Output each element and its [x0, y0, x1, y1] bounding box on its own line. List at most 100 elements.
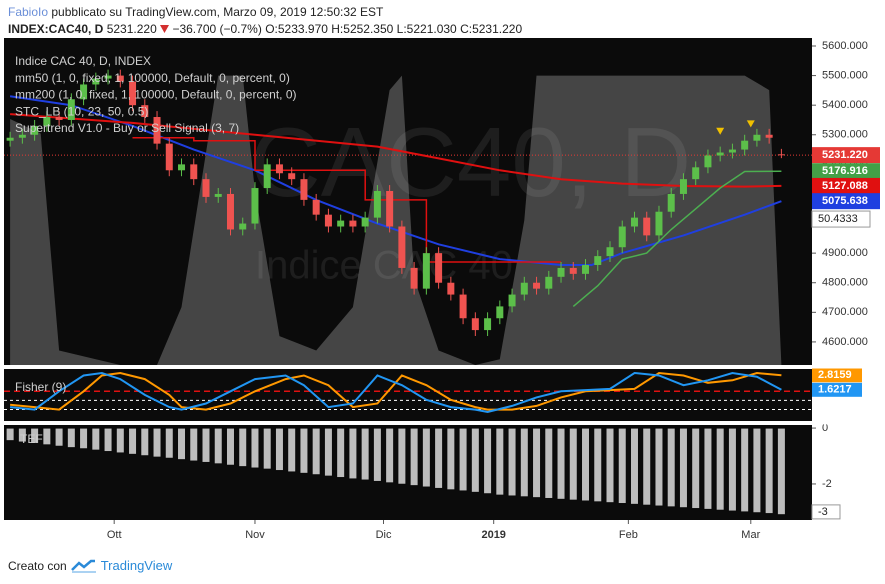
tef-pane — [4, 425, 812, 520]
legend-entry: mm200 (1, 0, fixed, 1, 100000, Default, … — [15, 88, 297, 102]
value-tag-label: 1.6217 — [818, 384, 852, 396]
y-tick-label: -2 — [822, 478, 832, 490]
down-arrow — [160, 25, 170, 33]
tef-bar — [225, 427, 235, 466]
price-tag-label: 5176.916 — [822, 165, 868, 177]
tef-bar — [372, 427, 382, 482]
candle-body — [31, 125, 39, 135]
candle-body — [496, 306, 504, 319]
candle-body — [337, 220, 345, 227]
stc-tag — [811, 210, 871, 228]
candle-body — [435, 253, 443, 283]
candle-body — [239, 223, 247, 230]
tef-bar — [519, 427, 529, 498]
tef-bar — [299, 427, 309, 474]
candle-body — [557, 267, 565, 277]
candle-body — [459, 294, 467, 319]
y-tick-label: 5500.000 — [822, 69, 868, 81]
tef-bar — [17, 427, 27, 443]
tef-bar — [556, 427, 566, 500]
candle-body — [251, 188, 259, 224]
value-tag-label: 2.8159 — [818, 369, 852, 381]
candle-body — [129, 81, 137, 106]
tef-bar — [91, 427, 101, 451]
tef-bar — [213, 427, 223, 465]
change: −36.700 (−0.7%) — [172, 22, 262, 36]
tef-bar — [642, 427, 652, 506]
y-tick-label: 0 — [822, 422, 828, 434]
brand[interactable]: TradingView — [100, 558, 173, 573]
price-tag-label: 5231.220 — [822, 149, 868, 161]
tef-bar — [446, 427, 456, 491]
tef-bar — [287, 427, 297, 473]
candle-body — [422, 253, 430, 289]
tef-bar — [703, 427, 713, 510]
candle-body — [582, 264, 590, 274]
candle-body — [594, 256, 602, 265]
candle-body — [300, 179, 308, 200]
candle-body — [398, 226, 406, 268]
tef-bar — [140, 427, 150, 457]
candle-body — [704, 155, 712, 168]
author[interactable]: FabioIo — [8, 5, 49, 19]
tef-bar — [617, 427, 627, 505]
y-tick-label: 4800.000 — [822, 277, 868, 289]
tef-bar — [581, 427, 591, 502]
tef-bar — [715, 427, 725, 511]
tef-bar — [458, 427, 468, 492]
candle-body — [630, 217, 638, 227]
tef-bar — [30, 427, 40, 444]
tef-bar — [115, 427, 125, 454]
tef-bar — [79, 427, 89, 450]
tef-bar — [740, 427, 750, 513]
tef-bar — [128, 427, 138, 455]
candle-body — [655, 211, 663, 236]
tef-bar — [532, 427, 542, 499]
y-tick-label: 5600.000 — [822, 40, 868, 52]
legend-entry: Supertrend V1.0 - Buy or Sell Signal (3,… — [15, 121, 239, 135]
tef-bar — [568, 427, 578, 501]
value-tag — [812, 368, 862, 383]
candle-body — [643, 217, 651, 236]
candle-body — [741, 140, 749, 150]
price-tag-label: 5075.638 — [822, 195, 868, 207]
price-tag — [812, 193, 880, 210]
x-tick-label: Ott — [107, 529, 122, 541]
tef-bar — [544, 427, 554, 499]
candle-body — [324, 214, 332, 227]
tef-bar — [507, 427, 517, 497]
tef-bar — [336, 427, 346, 479]
tef-bar — [42, 427, 52, 446]
tef-bar — [654, 427, 664, 507]
candle-body — [214, 193, 222, 197]
tef-bar — [152, 427, 162, 458]
candle-body — [165, 143, 173, 171]
tef-bar — [164, 427, 174, 459]
candle-body — [716, 152, 724, 156]
candle-body — [753, 134, 761, 141]
candle-body — [141, 105, 149, 118]
tef-bar — [201, 427, 211, 463]
tef-bar — [177, 427, 187, 461]
y-tick-label: 5400.000 — [822, 99, 868, 111]
low: L:5221.030 — [396, 22, 457, 36]
tef-bar — [262, 427, 272, 470]
tef-bar — [323, 427, 333, 477]
candle-body — [80, 84, 88, 100]
tef-bar — [691, 427, 701, 510]
byline: FabioIo pubblicato su TradingView.com, M… — [8, 4, 522, 21]
candle-body — [92, 78, 100, 85]
x-tick-label: Nov — [245, 529, 265, 541]
candle-body — [6, 137, 14, 141]
candle-body — [18, 134, 26, 138]
candle-body — [43, 117, 51, 126]
chart: CAC40, D Indice CAC 40 4600.000 4700.000 480… — [0, 38, 885, 550]
tef-bar — [238, 427, 248, 468]
candle-body — [312, 199, 320, 215]
candle-body — [618, 226, 626, 248]
open: O:5233.970 — [265, 22, 328, 36]
plot-layer: CAC40, D Indice CAC 40 4600.000 4700.000 480… — [0, 38, 885, 550]
tef-bar — [666, 427, 676, 508]
tef-bar — [605, 427, 615, 504]
candle-body — [386, 190, 394, 227]
